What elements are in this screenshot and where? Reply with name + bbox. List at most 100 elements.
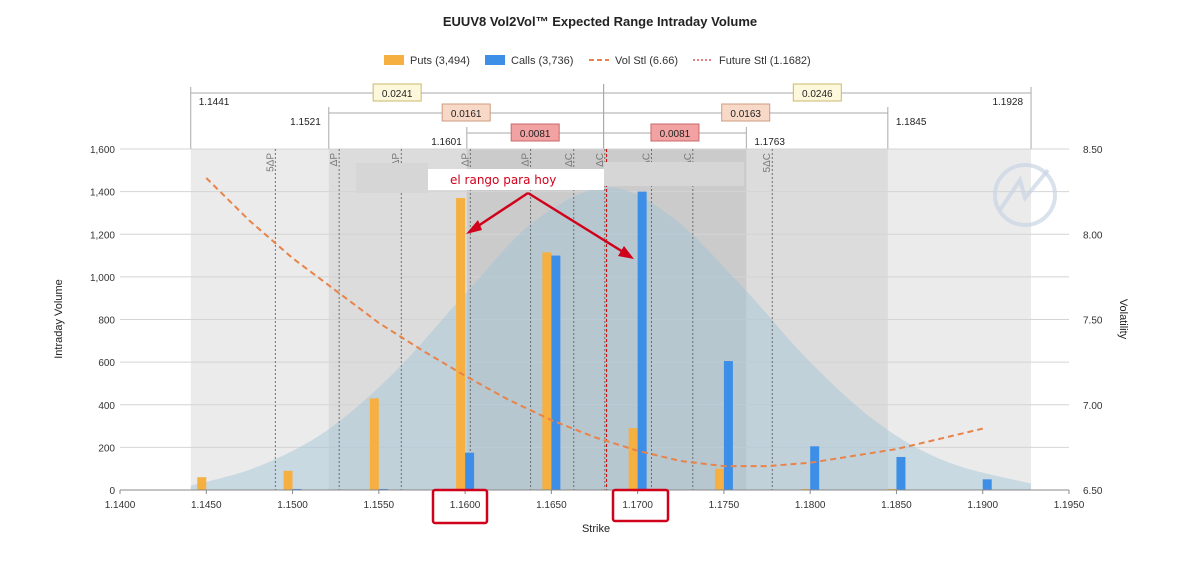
x-tick-label: 1.1600 xyxy=(450,500,481,511)
annotation-arrow xyxy=(527,191,629,257)
call-bar xyxy=(723,361,733,490)
range-width-box xyxy=(372,83,422,102)
highlight-box-1-1600 xyxy=(431,488,489,525)
range-width-box xyxy=(510,123,560,142)
y2-tick-label: 7.00 xyxy=(1083,401,1103,412)
range-width-box xyxy=(441,103,491,122)
range-width-box xyxy=(792,83,842,102)
x-tick-label: 1.1650 xyxy=(536,500,567,511)
delta-label: ΔC xyxy=(683,153,694,167)
call-bar xyxy=(896,456,906,490)
put-bar xyxy=(197,477,207,490)
x-tick-label: 1.1550 xyxy=(364,500,395,511)
annotation-text: el rango para hoy xyxy=(450,173,556,187)
delta-label: ΔC xyxy=(564,153,575,167)
redaction-box xyxy=(604,162,744,186)
call-bar xyxy=(551,255,561,490)
y-tick-label: 200 xyxy=(98,443,115,454)
y-axis-title: Intraday Volume xyxy=(53,279,65,359)
legend: Puts (3,494) Calls (3,736) Vol Stl (6.66) F… xyxy=(384,55,811,67)
annotation-arrow xyxy=(471,191,529,232)
chart-title: EUUV8 Vol2Vol™ Expected Range Intraday V… xyxy=(443,14,757,29)
x-tick-label: 1.1500 xyxy=(277,500,308,511)
y-tick-label: 600 xyxy=(98,358,115,369)
range-from-label: 1.1521 xyxy=(290,117,321,128)
highlight-box-1-1700 xyxy=(611,488,670,523)
call-bar xyxy=(810,446,820,490)
x-tick-label: 1.1400 xyxy=(105,500,136,511)
range-width-label: 0.0081 xyxy=(660,129,691,140)
range-width-label: 0.0241 xyxy=(382,89,413,100)
legend-label: Calls (3,736) xyxy=(511,55,573,67)
range-width-label: 0.0163 xyxy=(730,109,761,120)
volume-distribution-area xyxy=(190,187,1032,490)
x-axis-title: Strike xyxy=(582,523,610,535)
annotations: el rango para hoy xyxy=(356,162,1057,525)
range-width-label: 0.0161 xyxy=(451,109,482,120)
y-tick-label: 0 xyxy=(109,486,115,497)
y-tick-label: 800 xyxy=(98,316,115,327)
range-width-label: 0.0081 xyxy=(520,129,551,140)
call-bar xyxy=(292,488,302,490)
delta-label: 5ΔC xyxy=(762,153,773,172)
y2-axis-title: Volatility xyxy=(1117,299,1129,340)
put-bar xyxy=(801,488,811,490)
put-bar xyxy=(542,252,552,490)
y2-tick-label: 8.00 xyxy=(1083,230,1103,241)
put-bar xyxy=(628,428,638,490)
range-from-label: 1.1601 xyxy=(431,137,462,148)
legend-label: Vol Stl (6.66) xyxy=(615,55,678,67)
delta-label: ΔP xyxy=(460,153,471,167)
range-to-label: 1.1763 xyxy=(754,137,785,148)
annotation-arrowhead xyxy=(466,220,482,234)
x-tick-label: 1.1750 xyxy=(709,500,740,511)
call-bar xyxy=(465,452,475,490)
put-bar xyxy=(714,468,724,490)
delta-label: ΔC xyxy=(641,153,652,167)
y-tick-label: 1,000 xyxy=(90,273,115,284)
legend-label: Future Stl (1.1682) xyxy=(719,55,811,67)
put-bar xyxy=(369,398,379,490)
call-bar xyxy=(637,191,647,490)
annotation-box xyxy=(428,169,604,190)
delta-label: ΔP xyxy=(329,153,340,167)
range-brackets: 1.1441 1.1928 0.0241 0.0246 1.1521 1.1845 0.01… xyxy=(190,83,1032,149)
range-width-box xyxy=(650,123,700,142)
put-bar xyxy=(456,198,466,491)
annotation-arrowhead xyxy=(618,246,634,259)
x-tick-label: 1.1850 xyxy=(881,500,912,511)
range-from-label: 1.1441 xyxy=(199,97,230,108)
range-width-label: 0.0246 xyxy=(802,89,833,100)
watermark-logo-icon xyxy=(993,163,1057,227)
call-bar xyxy=(982,479,992,490)
y-tick-label: 1,200 xyxy=(90,230,115,241)
y2-tick-label: 7.50 xyxy=(1083,316,1103,327)
range-to-label: 1.1928 xyxy=(992,97,1023,108)
put-bar xyxy=(887,488,897,490)
watermark-logo-icon xyxy=(998,168,1050,212)
legend-label: Puts (3,494) xyxy=(410,55,470,67)
x-tick-label: 1.1700 xyxy=(622,500,653,511)
delta-label: ΔP xyxy=(521,153,532,167)
legend-swatch xyxy=(485,55,505,65)
delta-label: ΔC xyxy=(595,153,606,167)
vol-settle-curve xyxy=(205,177,983,468)
plot-area: 5ΔP ΔP ΔP ΔP ΔP ΔC ΔC ΔC ΔC 5ΔC 1.1400 1.1450 1.1500… xyxy=(90,145,1103,511)
y-tick-label: 400 xyxy=(98,401,115,412)
delta-label: ΔP xyxy=(391,153,402,167)
range-to-label: 1.1845 xyxy=(896,117,927,128)
x-tick-label: 1.1900 xyxy=(967,500,998,511)
y-tick-label: 1,600 xyxy=(90,145,115,156)
put-bar xyxy=(283,470,293,490)
delta-label: 5ΔP xyxy=(265,153,276,172)
y-tick-label: 1,400 xyxy=(90,188,115,199)
legend-swatch xyxy=(384,55,404,65)
x-tick-label: 1.1800 xyxy=(795,500,826,511)
y2-tick-label: 8.50 xyxy=(1083,145,1103,156)
x-tick-label: 1.1950 xyxy=(1054,500,1085,511)
call-bar xyxy=(378,488,388,490)
redaction-box xyxy=(356,163,428,193)
y2-tick-label: 6.50 xyxy=(1083,486,1103,497)
x-tick-label: 1.1450 xyxy=(191,500,222,511)
